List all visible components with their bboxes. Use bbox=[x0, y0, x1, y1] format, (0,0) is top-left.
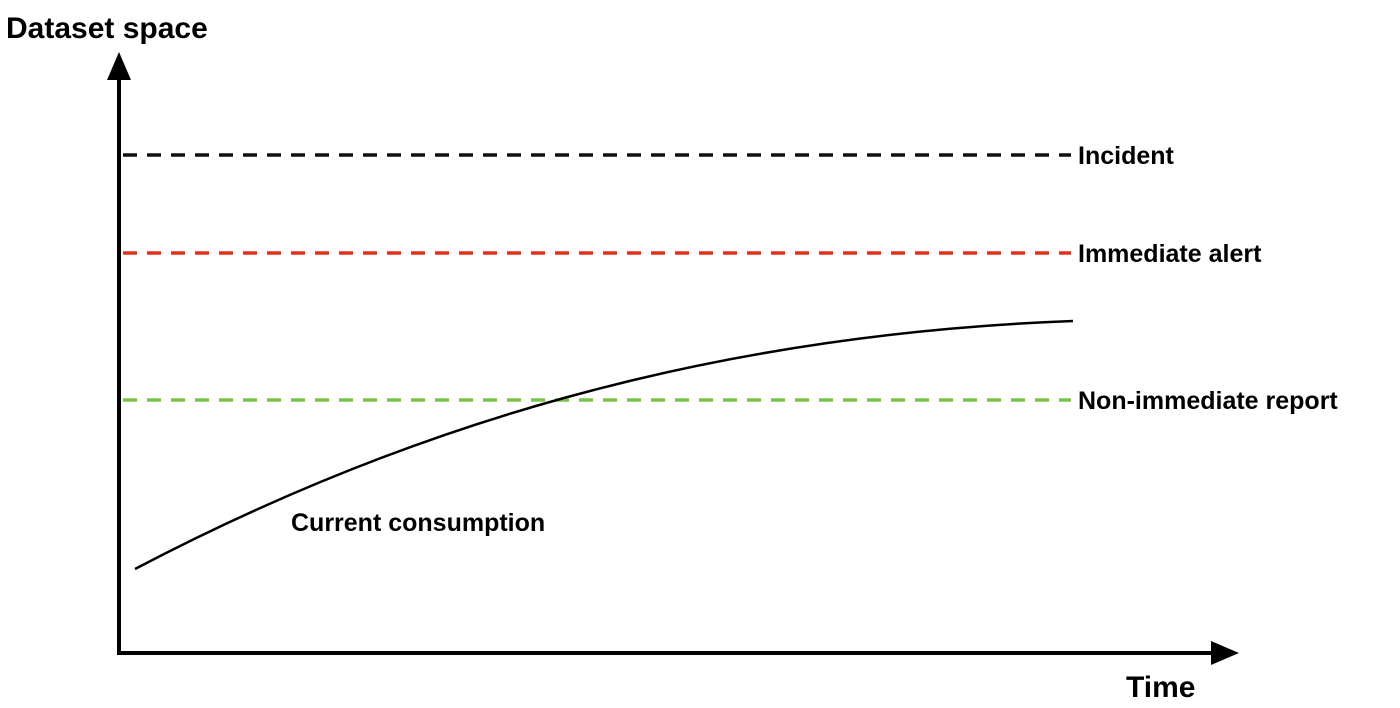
consumption-curve-label: Current consumption bbox=[291, 509, 545, 537]
threshold-label-non-immediate-report: Non-immediate report bbox=[1078, 387, 1338, 415]
x-axis-arrowhead bbox=[1211, 641, 1239, 665]
threshold-incident: Incident bbox=[123, 142, 1175, 170]
threshold-label-incident: Incident bbox=[1078, 142, 1175, 170]
threshold-immediate-alert: Immediate alert bbox=[123, 240, 1262, 268]
threshold-non-immediate-report: Non-immediate report bbox=[123, 387, 1338, 415]
y-axis-arrowhead bbox=[107, 52, 131, 80]
threshold-label-immediate-alert: Immediate alert bbox=[1078, 240, 1262, 268]
axes bbox=[107, 52, 1239, 665]
y-axis-title: Dataset space bbox=[6, 12, 208, 45]
x-axis-title: Time bbox=[1126, 671, 1195, 704]
consumption-curve bbox=[134, 319, 1074, 571]
